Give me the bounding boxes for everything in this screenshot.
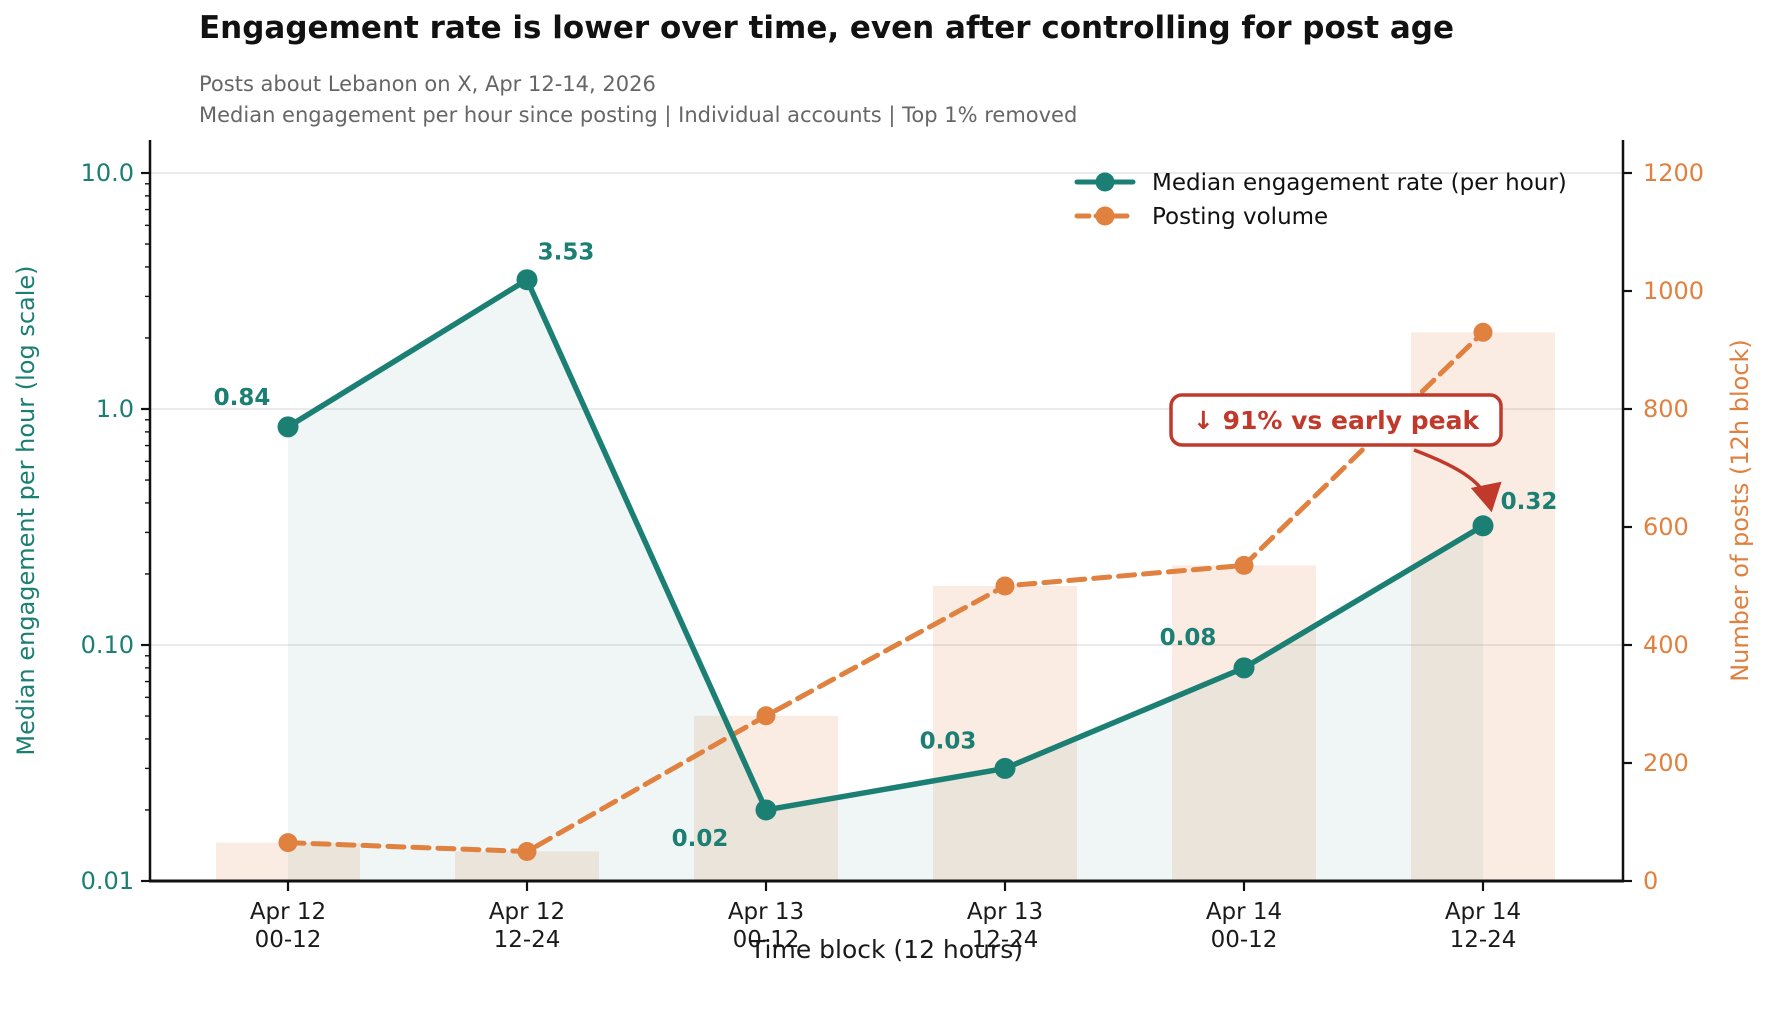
- right-tick-label: 400: [1643, 631, 1689, 659]
- x-tick-label-line1: Apr 12: [489, 899, 565, 925]
- engagement-data-label: 0.32: [1501, 489, 1558, 515]
- engagement-line: [286, 276, 1485, 813]
- x-axis-label: Time block (12 hours): [749, 935, 1023, 964]
- chart-title: Engagement rate is lower over time, even…: [199, 10, 1454, 46]
- left-tick-label: 1.0: [96, 395, 134, 423]
- annotation-box: [1169, 393, 1503, 447]
- volume-line: [285, 329, 1486, 855]
- legend-marker: [1095, 206, 1115, 226]
- annotation-arrow: [1413, 448, 1502, 513]
- left-axis-label: Median engagement per hour (log scale): [12, 265, 40, 755]
- volume-point: [278, 833, 298, 853]
- engagement-data-label: 0.02: [672, 826, 729, 852]
- volume-point: [1234, 555, 1254, 575]
- engagement-area-fill: [288, 279, 1483, 881]
- right-axis-label: Number of posts (12h block): [1726, 339, 1754, 682]
- x-tick-label-line1: Apr 12: [250, 899, 326, 925]
- chart-subtitle-line2: Median engagement per hour since posting…: [199, 103, 1078, 127]
- volume-point: [1473, 322, 1493, 342]
- left-tick-label: 0.01: [81, 867, 134, 895]
- engagement-point: [1233, 657, 1255, 679]
- x-tick-label-line2: 12-24: [494, 927, 561, 953]
- x-tick-label-line2: 12-24: [972, 927, 1039, 953]
- engagement-data-label: 0.84: [214, 385, 271, 411]
- right-tick-label: 600: [1643, 513, 1689, 541]
- engagement-point: [516, 269, 538, 291]
- volume-point: [995, 576, 1015, 596]
- engagement-point: [755, 799, 777, 821]
- x-tick-label-line1: Apr 14: [1206, 899, 1282, 925]
- volume-point: [517, 842, 537, 861]
- x-tick-label-line2: 12-24: [1450, 927, 1517, 953]
- volume-bar: [1172, 565, 1316, 881]
- right-tick-label: 200: [1643, 749, 1689, 777]
- x-tick-label-line2: 00-12: [255, 927, 322, 953]
- right-tick-label: 800: [1643, 395, 1689, 423]
- legend-label: Posting volume: [1152, 204, 1328, 230]
- engagement-data-label: 3.53: [538, 240, 595, 266]
- chart-subtitle-line1: Posts about Lebanon on X, Apr 12-14, 202…: [199, 72, 656, 96]
- x-tick-label-line1: Apr 13: [728, 899, 804, 925]
- annotation-text: ↓ 91% vs early peak: [1193, 406, 1481, 435]
- engagement-point: [994, 757, 1016, 779]
- left-tick-label: 10.0: [81, 159, 134, 187]
- right-tick-label: 0: [1643, 867, 1658, 895]
- right-tick-label: 1200: [1643, 159, 1704, 187]
- x-tick-label-line1: Apr 13: [967, 899, 1043, 925]
- x-tick-label-line2: 00-12: [733, 927, 800, 953]
- legend-marker: [1095, 172, 1115, 192]
- engagement-data-label: 0.03: [920, 728, 977, 754]
- left-tick-label: 0.10: [81, 631, 134, 659]
- right-tick-label: 1000: [1643, 277, 1704, 305]
- volume-point: [756, 706, 776, 726]
- engagement-point: [1472, 515, 1494, 537]
- x-tick-label-line1: Apr 14: [1445, 899, 1521, 925]
- engagement-data-label: 0.08: [1160, 625, 1217, 651]
- legend-label: Median engagement rate (per hour): [1152, 170, 1567, 196]
- volume-bar: [933, 586, 1077, 881]
- engagement-point: [277, 416, 299, 438]
- x-tick-label-line2: 00-12: [1211, 927, 1278, 953]
